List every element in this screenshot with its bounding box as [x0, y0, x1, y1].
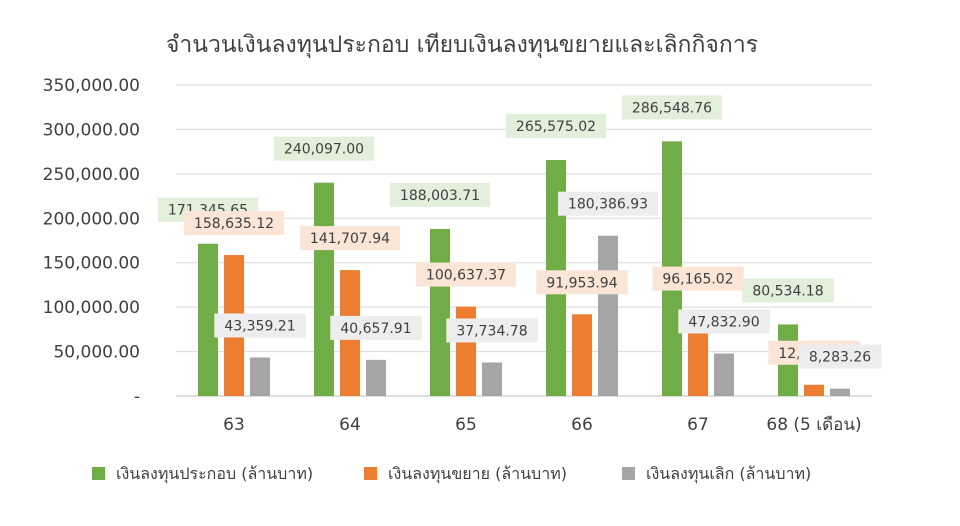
data-label-box — [214, 313, 306, 338]
data-label-text: 80,534.18 — [752, 283, 823, 299]
bar-closure — [250, 357, 270, 396]
data-label-box — [798, 344, 882, 369]
data-label-box — [274, 136, 374, 161]
x-category-label: 66 — [571, 415, 593, 435]
x-category-label: 64 — [339, 415, 361, 435]
data-label-box — [678, 309, 770, 334]
x-category-label: 65 — [455, 415, 477, 435]
x-category-label: 63 — [223, 415, 245, 435]
data-label-text: 240,097.00 — [284, 142, 364, 158]
data-label: 240,097.00 — [274, 136, 374, 161]
data-label-text: 43,359.21 — [224, 318, 295, 334]
data-label-text: 141,707.94 — [310, 231, 390, 247]
data-label-box — [652, 266, 744, 291]
data-label: 265,575.02 — [506, 114, 606, 139]
legend-item: เงินลงทุนประกอบ (ล้านบาท) — [92, 464, 313, 484]
data-label: 37,734.78 — [446, 318, 538, 343]
bar-closure — [830, 388, 850, 396]
data-label-text: 180,386.93 — [568, 197, 648, 213]
data-label: 91,953.94 — [536, 270, 628, 295]
bar-expansion — [572, 314, 592, 396]
bar-closure — [482, 362, 502, 396]
data-label-text: 188,003.71 — [400, 188, 480, 204]
data-label-text: 91,953.94 — [546, 275, 617, 291]
x-axis-categories: 63 64 65 66 67 68 (5 เดือน) — [223, 415, 861, 435]
y-tick-label: 150,000.00 — [43, 254, 140, 274]
bar-closure — [714, 353, 734, 396]
data-label-box — [446, 318, 538, 343]
y-tick-label: 350,000.00 — [43, 76, 140, 96]
data-label-box — [390, 182, 490, 207]
data-label-box — [622, 95, 722, 120]
bar-closure — [598, 235, 618, 396]
legend-label: เงินลงทุนขยาย (ล้านบาท) — [388, 464, 567, 484]
bar-assembly — [314, 182, 334, 396]
data-label-box — [330, 315, 422, 340]
y-tick-label: 50,000.00 — [53, 343, 140, 363]
data-label-text: 96,165.02 — [662, 272, 733, 288]
data-label-box — [506, 114, 606, 139]
data-label: 141,707.94 — [300, 226, 400, 251]
data-label: 8,283.26 — [798, 344, 882, 369]
bars — [198, 141, 850, 396]
data-label-text: 158,635.12 — [194, 216, 274, 232]
data-label: 158,635.12 — [184, 211, 284, 236]
chart-title: จำนวนเงินลงทุนประกอบ เทียบเงินลงทุนขยายแ… — [166, 32, 758, 58]
data-label-text: 40,657.91 — [340, 321, 411, 337]
data-label-text: 47,832.90 — [688, 314, 759, 330]
bar-closure — [366, 359, 386, 396]
data-label-box — [536, 270, 628, 295]
legend-label: เงินลงทุนประกอบ (ล้านบาท) — [116, 464, 313, 484]
data-label-box — [300, 226, 400, 251]
y-tick-label: 250,000.00 — [43, 165, 140, 185]
legend-item: เงินลงทุนเลิก (ล้านบาท) — [622, 464, 811, 484]
legend-swatch — [622, 467, 635, 480]
data-label: 286,548.76 — [622, 95, 722, 120]
gridlines — [176, 84, 872, 397]
legend-item: เงินลงทุนขยาย (ล้านบาท) — [364, 464, 567, 484]
data-label: 47,832.90 — [678, 309, 770, 334]
data-label: 180,386.93 — [558, 191, 658, 216]
data-label-box — [742, 278, 834, 303]
data-label: 100,637.37 — [416, 262, 516, 287]
data-label-text: 265,575.02 — [516, 119, 596, 135]
data-label: 80,534.18 — [742, 278, 834, 303]
legend-label: เงินลงทุนเลิก (ล้านบาท) — [646, 464, 811, 484]
x-category-label: 67 — [687, 415, 709, 435]
legend: เงินลงทุนประกอบ (ล้านบาท) เงินลงทุนขยาย (… — [92, 464, 811, 484]
data-label-box — [184, 211, 284, 236]
data-label: 96,165.02 — [652, 266, 744, 291]
data-label-text: 8,283.26 — [809, 350, 871, 366]
legend-swatch — [92, 467, 105, 480]
bar-assembly — [198, 243, 218, 396]
y-tick-label: 100,000.00 — [43, 298, 140, 318]
legend-swatch — [364, 467, 377, 480]
y-tick-label: 200,000.00 — [43, 209, 140, 229]
y-tick-label: 300,000.00 — [43, 120, 140, 140]
y-axis-ticks: - 50,000.00 100,000.00 150,000.00 200,000.00… — [43, 76, 140, 407]
data-label-box — [416, 262, 516, 287]
data-labels: 171,345.65240,097.00188,003.71265,575.02… — [158, 95, 882, 369]
bar-assembly — [430, 228, 450, 396]
data-label-text: 286,548.76 — [632, 100, 712, 116]
data-label-text: 100,637.37 — [426, 268, 506, 284]
data-label: 188,003.71 — [390, 182, 490, 207]
data-label-text: 37,734.78 — [456, 323, 527, 339]
data-label: 43,359.21 — [214, 313, 306, 338]
y-tick-label: - — [134, 387, 140, 407]
data-label-box — [558, 191, 658, 216]
x-category-label: 68 (5 เดือน) — [766, 415, 861, 435]
data-label: 40,657.91 — [330, 315, 422, 340]
bar-expansion — [804, 384, 824, 396]
